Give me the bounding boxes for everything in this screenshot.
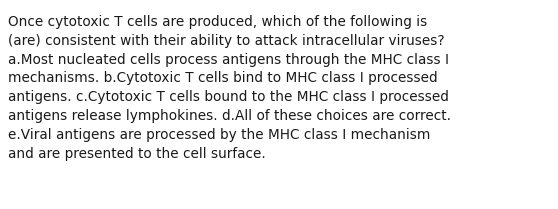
Text: Once cytotoxic T cells are produced, which of the following is
(are) consistent : Once cytotoxic T cells are produced, whi…	[8, 15, 451, 161]
